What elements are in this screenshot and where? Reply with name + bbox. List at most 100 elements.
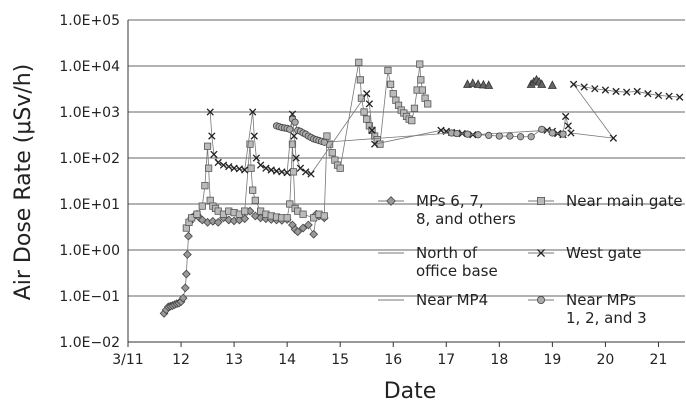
x-axis-title: Date: [384, 379, 437, 404]
x-tick-label: 19: [543, 352, 561, 368]
legend-label: North of office base: [416, 244, 498, 280]
data-point: [478, 79, 488, 89]
data-point: [283, 214, 291, 222]
data-point: [210, 150, 218, 159]
data-point: [485, 131, 493, 139]
data-point: [183, 250, 192, 259]
data-point: [355, 58, 363, 66]
data-point: [665, 92, 673, 100]
data-point: [384, 66, 392, 75]
data-point: [303, 220, 313, 230]
data-point: [298, 223, 308, 233]
data-point: [363, 115, 371, 123]
data-point: [178, 293, 188, 303]
data-point: [208, 132, 216, 140]
data-point: [386, 80, 395, 88]
data-point: [580, 83, 588, 91]
data-point: [214, 158, 222, 167]
y-axis-title: Air Dose Rate (μSv/h): [11, 64, 36, 301]
legend-marker: [537, 196, 546, 205]
data-point: [299, 210, 307, 218]
x-tick-label: 14: [278, 352, 296, 368]
y-tick-label: 1.0E−02: [59, 335, 120, 351]
data-point: [371, 140, 379, 148]
series-near-mps-1-2-and-3: [272, 115, 567, 146]
data-point: [262, 164, 270, 172]
data-point: [424, 100, 432, 108]
x-tick-label: 15: [331, 352, 349, 368]
data-point: [246, 140, 254, 148]
data-point: [389, 90, 397, 98]
data-point: [410, 104, 419, 112]
data-point: [548, 129, 556, 137]
legend-label: Near main gate: [566, 192, 683, 210]
legend-item-near-main-gate: Near main gate: [528, 192, 683, 210]
data-point: [676, 93, 684, 101]
data-point: [291, 118, 299, 126]
data-point: [250, 132, 258, 140]
data-point: [205, 164, 213, 172]
legend-item-near-mp4: Near MP4: [378, 291, 488, 309]
data-point: [654, 91, 663, 100]
legend-label: Near MPs 1, 2, and 3: [566, 291, 647, 327]
data-point: [527, 133, 535, 141]
legend-item-north-of-office-base: North of office base: [378, 244, 498, 280]
data-point: [417, 76, 425, 84]
data-point: [286, 200, 294, 208]
data-point: [206, 108, 214, 116]
data-point: [283, 169, 291, 177]
data-point: [633, 87, 641, 96]
data-point: [197, 215, 207, 225]
legend-item-near-mps-1-2-and-3: Near MPs 1, 2, and 3: [528, 291, 647, 327]
data-point: [289, 168, 298, 176]
data-point: [309, 229, 319, 239]
data-point: [418, 86, 427, 94]
data-point: [203, 142, 212, 150]
data-point: [474, 131, 482, 139]
legend-marker: [386, 196, 396, 206]
data-point: [201, 182, 209, 190]
data-point: [320, 138, 328, 146]
data-point: [473, 79, 483, 88]
data-point: [360, 108, 368, 116]
data-point: [267, 166, 275, 174]
y-tick-label: 1.0E+02: [59, 151, 120, 167]
data-point: [336, 164, 344, 172]
x-tick-label: 20: [597, 352, 615, 368]
data-point: [302, 168, 310, 176]
data-point: [463, 130, 472, 138]
data-point: [644, 90, 652, 98]
data-point: [249, 186, 257, 194]
data-point: [516, 133, 525, 141]
legend-label: MPs 6, 7, 8, and others: [416, 192, 516, 228]
data-point: [453, 129, 461, 138]
y-tick-label: 1.0E+03: [59, 105, 120, 121]
data-point: [293, 227, 303, 237]
data-point: [416, 60, 424, 68]
legend-marker: [537, 295, 546, 304]
legend-item-mps-6-7-8-and-others: MPs 6, 7, 8, and others: [378, 192, 516, 228]
series-near-main-gate: [182, 58, 432, 232]
x-tick-label: 3/11: [112, 352, 143, 368]
data-point: [181, 269, 191, 279]
data-point: [365, 100, 374, 108]
data-point: [241, 166, 249, 174]
data-point: [225, 162, 233, 171]
data-point: [310, 214, 318, 222]
data-point: [219, 161, 228, 169]
data-point: [251, 196, 259, 204]
data-point: [184, 231, 193, 241]
data-point: [247, 164, 255, 172]
series-north-of-office-base: [463, 74, 557, 89]
data-point: [198, 202, 206, 210]
data-point: [537, 79, 547, 88]
data-point: [180, 283, 190, 293]
x-tick-label: 13: [225, 352, 243, 368]
data-point: [323, 132, 331, 140]
data-point: [252, 154, 261, 162]
x-tick-label: 18: [490, 352, 508, 368]
x-tick-label: 16: [384, 352, 402, 368]
data-point: [538, 125, 546, 133]
y-tick-label: 1.0E+00: [59, 243, 120, 259]
